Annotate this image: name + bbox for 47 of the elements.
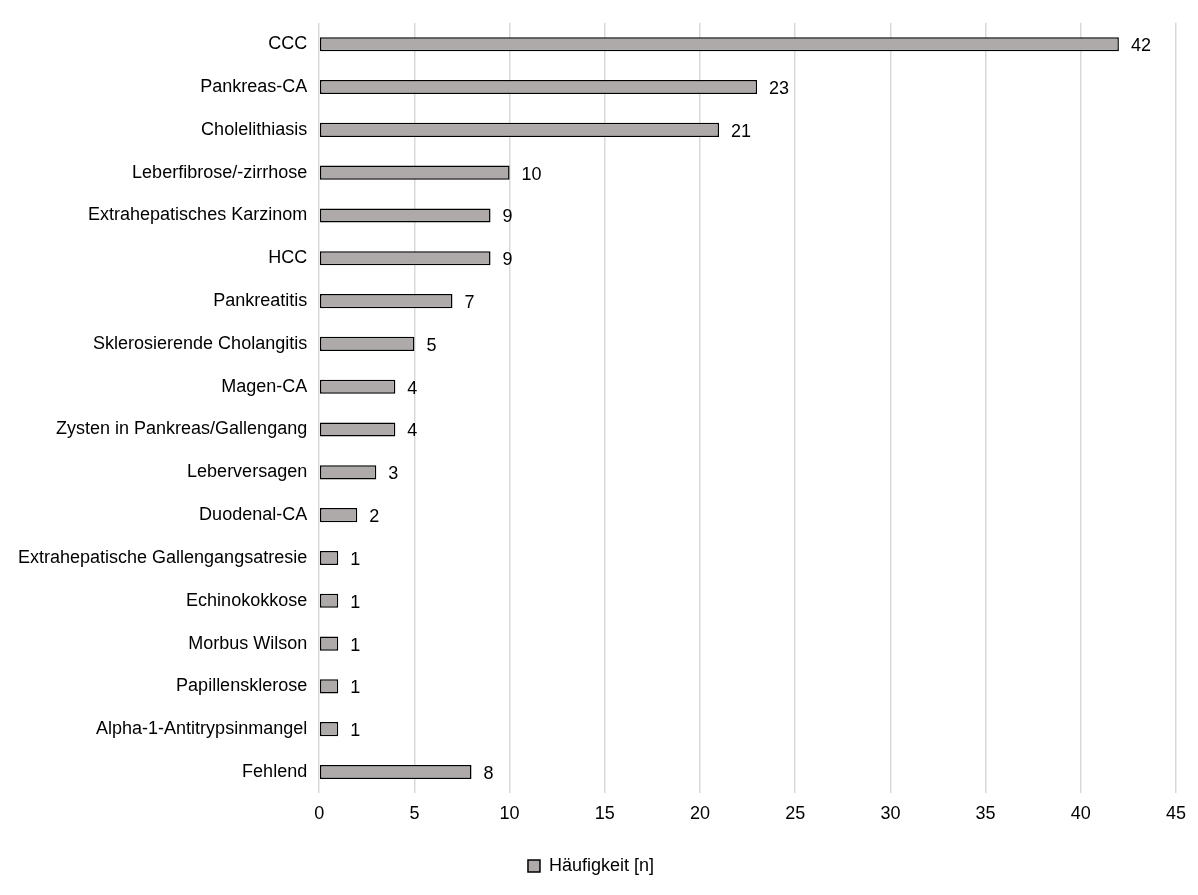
y-tick-label: Leberversagen	[187, 461, 308, 482]
data-label: 1	[350, 677, 361, 698]
x-tick-label: 5	[409, 803, 420, 824]
data-label: 4	[407, 420, 418, 441]
data-label: 9	[502, 206, 513, 227]
y-tick-label: Pankreas-CA	[200, 75, 308, 96]
x-tick-label: 30	[880, 803, 901, 824]
x-tick-label: 15	[594, 803, 615, 824]
x-tick-label: 10	[499, 803, 520, 824]
y-tick-label: Morbus Wilson	[188, 632, 308, 653]
data-label: 1	[350, 634, 361, 655]
y-tick-label: Magen-CA	[221, 375, 308, 396]
x-tick-label: 20	[689, 803, 710, 824]
y-tick-label: Extrahepatisches Karzinom	[88, 204, 308, 225]
y-tick-label: Echinokokkose	[186, 589, 308, 610]
data-label: 42	[1130, 35, 1151, 56]
data-label: 21	[731, 120, 752, 141]
data-label: 7	[464, 292, 475, 313]
y-tick-label: HCC	[268, 247, 308, 268]
data-label: 3	[388, 463, 399, 484]
y-tick-label: Zysten in Pankreas/Gallengang	[56, 418, 308, 439]
data-label: 4	[407, 377, 418, 398]
y-tick-label: Papillensklerose	[176, 675, 308, 696]
data-label: 1	[350, 591, 361, 612]
data-label: 9	[502, 249, 513, 270]
y-tick-label: CCC	[268, 33, 308, 54]
y-tick-label: Cholelithiasis	[201, 118, 308, 139]
y-tick-label: Pankreatitis	[213, 290, 308, 311]
y-tick-label: Sklerosierende Cholangitis	[93, 332, 308, 353]
data-label: 8	[483, 762, 494, 783]
data-label: 1	[350, 548, 361, 569]
x-tick-label: 40	[1070, 803, 1091, 824]
y-tick-label: Duodenal-CA	[199, 504, 308, 525]
y-tick-label: Leberfibrose/-zirrhose	[132, 161, 308, 182]
data-label: 1	[350, 720, 361, 741]
data-label: 10	[521, 163, 542, 184]
data-label: 23	[769, 77, 790, 98]
legend-label: Häufigkeit [n]	[548, 854, 655, 875]
y-tick-label: Fehlend	[242, 760, 308, 781]
y-tick-label: Alpha-1-Antitrypsinmangel	[96, 718, 308, 739]
x-tick-label: 45	[1165, 803, 1187, 824]
data-label: 5	[426, 334, 437, 355]
data-label: 2	[369, 506, 380, 527]
x-tick-label: 0	[314, 803, 325, 824]
y-tick-label: Extrahepatische Gallengangsatresie	[17, 546, 308, 567]
x-tick-label: 35	[975, 803, 996, 824]
x-tick-label: 25	[785, 803, 806, 824]
